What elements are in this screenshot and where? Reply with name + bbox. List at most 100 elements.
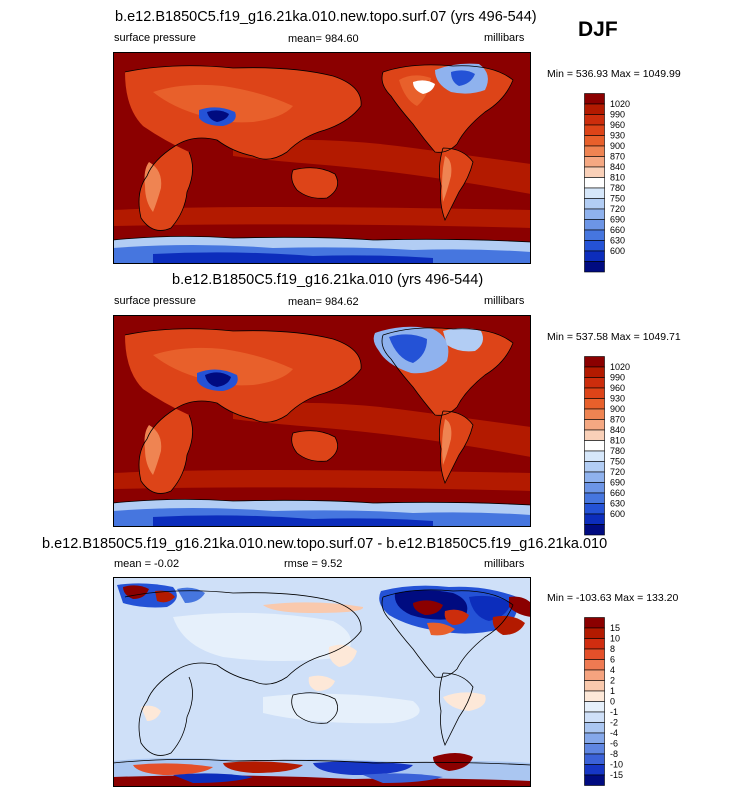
colorbar-2-swatch: [584, 398, 605, 410]
colorbar-1-swatch: [584, 145, 605, 157]
panel-2-units-label: millibars: [484, 295, 525, 307]
colorbar-1-tick-label: 870: [610, 152, 625, 162]
colorbar-2-swatch: [584, 450, 605, 462]
colorbar-3-swatch: [584, 648, 605, 660]
colorbar-3-swatch: [584, 711, 605, 723]
colorbar-1-swatch: [584, 124, 605, 136]
colorbar-3-tick-label: -15: [610, 770, 623, 780]
panel-1-mean-label: mean= 984.60: [288, 33, 359, 45]
colorbar-2-swatch: [584, 503, 605, 515]
panel-1-minmax: Min = 536.93 Max = 1049.99: [547, 68, 681, 80]
colorbar-1-swatch: [584, 198, 605, 210]
colorbar-3-swatch: [584, 764, 605, 776]
colorbar-3-swatch: [584, 680, 605, 692]
colorbar-2-swatch: [584, 461, 605, 473]
colorbar-1-swatch: [584, 103, 605, 115]
colorbar-2-tick-label: 840: [610, 425, 625, 435]
colorbar-1-swatch: [584, 208, 605, 220]
colorbar-3-swatch: [584, 690, 605, 702]
colorbar-1-swatch: [584, 166, 605, 178]
colorbar-1-swatch: [584, 219, 605, 231]
panel-3-minmax: Min = -103.63 Max = 133.20: [547, 592, 679, 604]
panel-1-coastlines: [113, 64, 531, 243]
panel-2-minmax: Min = 537.58 Max = 1049.71: [547, 331, 681, 343]
colorbar-2-tick-label: 750: [610, 457, 625, 467]
colorbar-1-tick-label: 960: [610, 120, 625, 130]
colorbar-1-tick-label: 660: [610, 225, 625, 235]
colorbar-2-swatch: [584, 387, 605, 399]
colorbar-3-swatch: [584, 722, 605, 734]
season-label: DJF: [578, 18, 618, 41]
panel-2-variable-label: surface pressure: [114, 295, 196, 307]
panel-1-units-label: millibars: [484, 32, 525, 44]
colorbar-3-tick-label: -8: [610, 749, 618, 759]
colorbar-2-tick-label: 690: [610, 478, 625, 488]
colorbar-3-swatch: [584, 732, 605, 744]
panel-3-rmse-label: rmse = 9.52: [284, 558, 343, 570]
colorbar-3-tick-label: 4: [610, 665, 615, 675]
colorbar-1-tick-label: 930: [610, 131, 625, 141]
colorbar-2-swatch: [584, 440, 605, 452]
panel-3-title: b.e12.B1850C5.f19_g16.21ka.010.new.topo.…: [42, 536, 608, 552]
panel-2-colorbar: 1020 990 960 930 900 870 840 810 780 750 720 690 660…: [584, 356, 644, 542]
colorbar-1-swatch: [584, 261, 605, 273]
colorbar-1-swatch: [584, 114, 605, 126]
colorbar-1-tick-label: 720: [610, 204, 625, 214]
colorbar-1-swatch: [584, 177, 605, 189]
colorbar-3-tick-label: 0: [610, 697, 615, 707]
panel-3-mean-label: mean = -0.02: [114, 558, 180, 570]
colorbar-2-tick-label: 660: [610, 488, 625, 498]
colorbar-1-swatch: [584, 156, 605, 168]
colorbar-1-swatch: [584, 240, 605, 252]
colorbar-1-swatch: [584, 135, 605, 147]
colorbar-3-swatch: [584, 617, 605, 629]
colorbar-3-tick-label: -2: [610, 718, 618, 728]
colorbar-3-tick-label: 8: [610, 644, 615, 654]
panel-1-colorbar: 1020 990 960 930 900 870 840 810 780 750 720 690 660…: [584, 93, 644, 279]
colorbar-2-tick-label: 870: [610, 415, 625, 425]
panel-2-map: [113, 315, 531, 527]
colorbar-1-tick-label: 750: [610, 194, 625, 204]
colorbar-3-swatch: [584, 638, 605, 650]
colorbar-2-tick-label: 780: [610, 446, 625, 456]
panel-1-map: [113, 52, 531, 264]
colorbar-2-tick-label: 720: [610, 467, 625, 477]
colorbar-3-tick-label: 1: [610, 686, 615, 696]
panel-2-mean-label: mean= 984.62: [288, 296, 359, 308]
colorbar-2-tick-label: 1020: [610, 362, 630, 372]
colorbar-2-tick-label: 810: [610, 436, 625, 446]
colorbar-1-tick-label: 900: [610, 141, 625, 151]
colorbar-1-tick-label: 630: [610, 236, 625, 246]
colorbar-2-tick-label: 990: [610, 373, 625, 383]
colorbar-2-swatch: [584, 377, 605, 389]
colorbar-3-swatch: [584, 753, 605, 765]
colorbar-1-tick-label: 840: [610, 162, 625, 172]
colorbar-2-swatch: [584, 513, 605, 525]
colorbar-2-tick-label: 600: [610, 509, 625, 519]
colorbar-2-swatch: [584, 492, 605, 504]
colorbar-1-tick-label: 810: [610, 173, 625, 183]
colorbar-2-swatch: [584, 356, 605, 368]
colorbar-2-swatch: [584, 482, 605, 494]
panel-1-variable-label: surface pressure: [114, 32, 196, 44]
colorbar-2-tick-label: 930: [610, 394, 625, 404]
colorbar-3-swatch: [584, 659, 605, 671]
colorbar-1-swatch: [584, 187, 605, 199]
colorbar-3-tick-label: -6: [610, 739, 618, 749]
colorbar-1-swatch: [584, 250, 605, 262]
colorbar-2-swatch: [584, 471, 605, 483]
colorbar-3-tick-label: -10: [610, 760, 623, 770]
panel-2-coastlines: [113, 327, 531, 506]
panel-1-title: b.e12.B1850C5.f19_g16.21ka.010.new.topo.…: [115, 9, 537, 25]
panel-2-title: b.e12.B1850C5.f19_g16.21ka.010 (yrs 496-…: [172, 272, 484, 288]
colorbar-3-tick-label: 15: [610, 623, 620, 633]
colorbar-2-swatch: [584, 419, 605, 431]
colorbar-1-tick-label: 690: [610, 215, 625, 225]
colorbar-3-tick-label: 6: [610, 655, 615, 665]
colorbar-3-swatch: [584, 627, 605, 639]
colorbar-1-swatch: [584, 93, 605, 105]
colorbar-1-tick-label: 1020: [610, 99, 630, 109]
colorbar-3-swatch: [584, 701, 605, 713]
colorbar-3-swatch: [584, 669, 605, 681]
colorbar-2-swatch: [584, 429, 605, 441]
